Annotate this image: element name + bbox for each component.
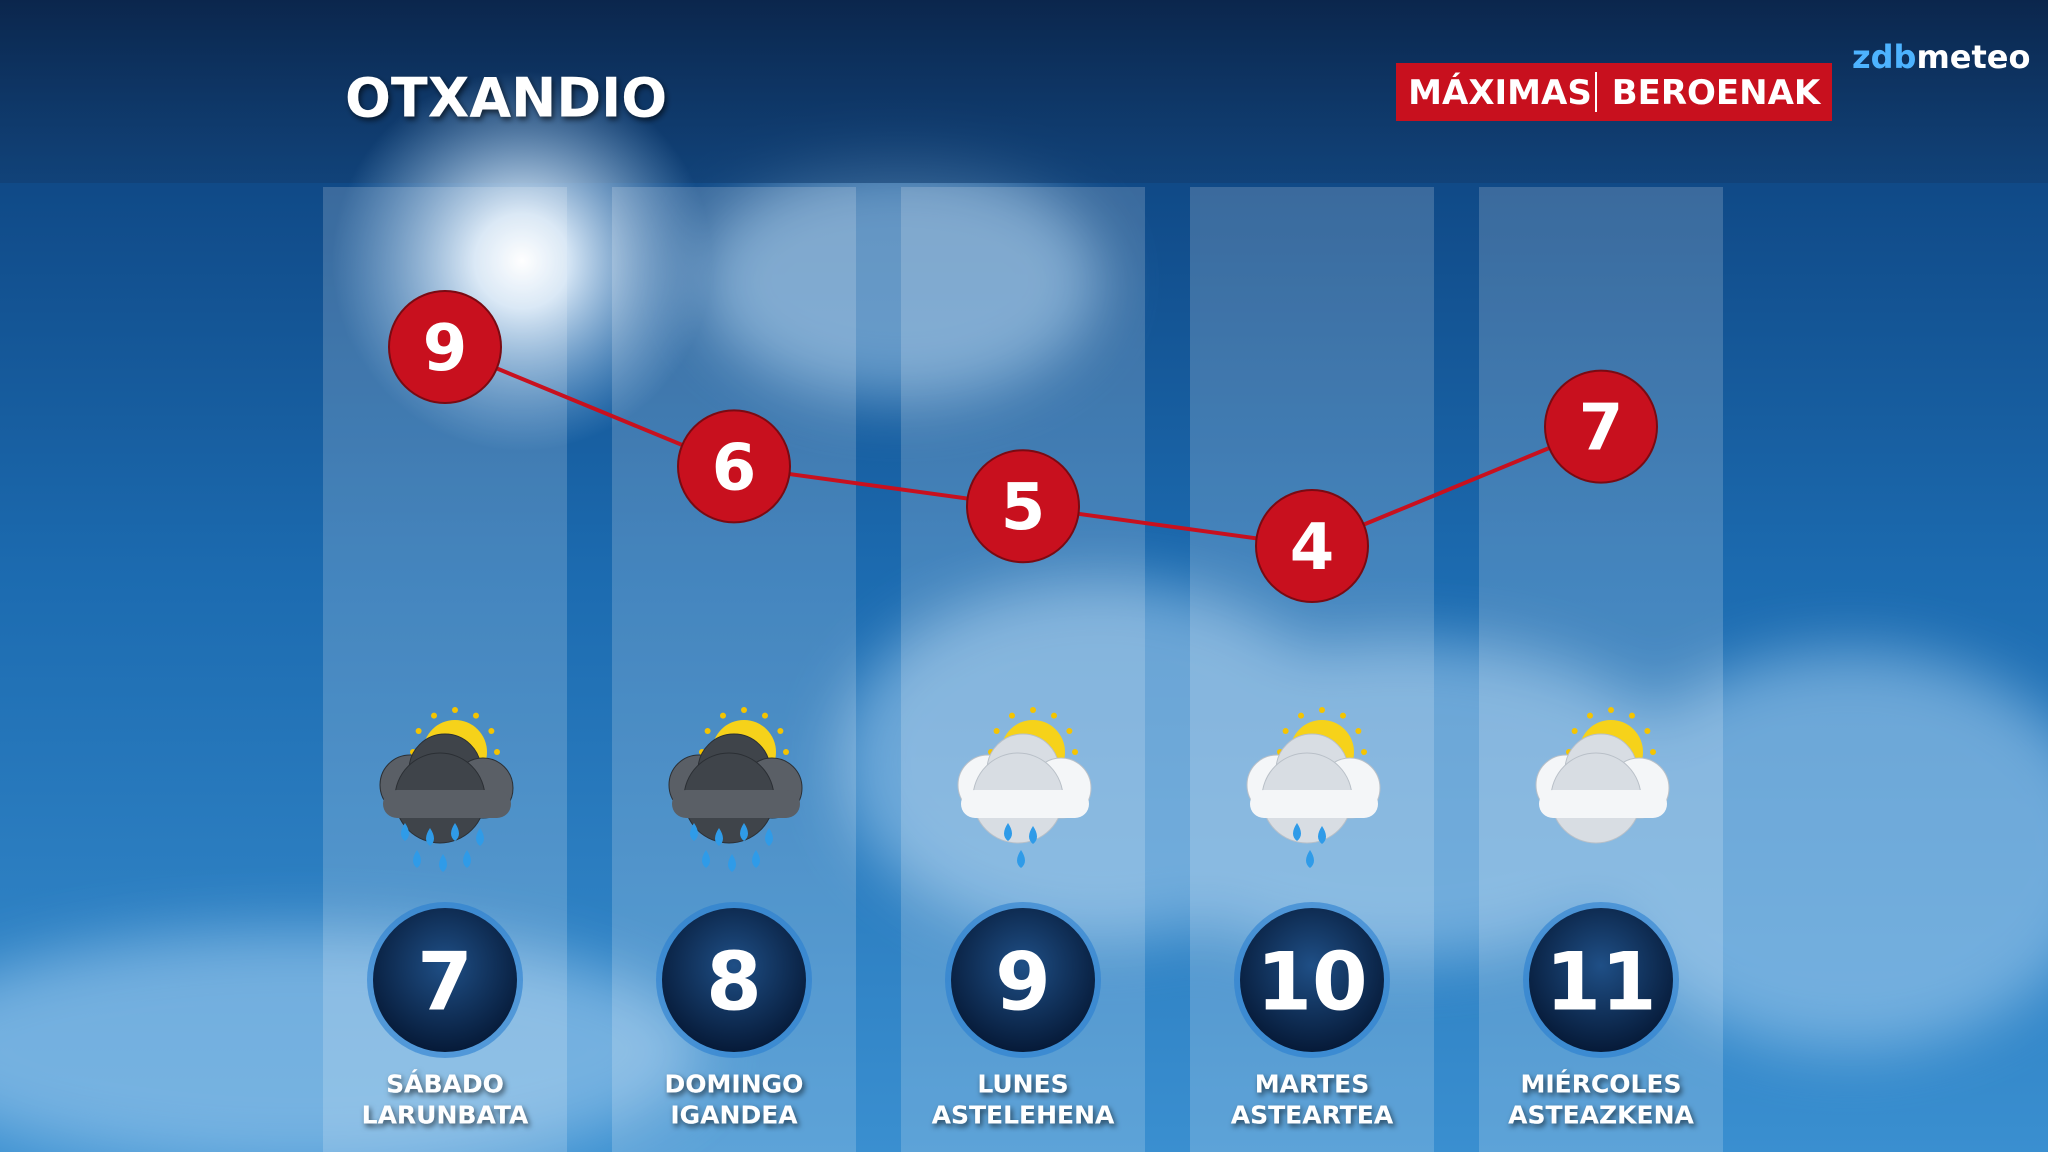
weather-icon (1246, 707, 1381, 868)
rain-drop (1306, 850, 1314, 868)
sun-ray (488, 728, 495, 734)
weather-icon (957, 707, 1092, 868)
rain-drop (1004, 823, 1012, 841)
sun-ray (452, 707, 458, 713)
day-label: MARTES (1255, 1070, 1370, 1099)
sun-ray (1319, 707, 1325, 713)
date-disc (373, 908, 517, 1052)
day-label-eu: ASTEAZKENA (1508, 1101, 1694, 1130)
badge-text: MÁXIMAS (1408, 72, 1592, 113)
sun-ray (783, 749, 789, 755)
date-label: 8 (706, 936, 762, 1029)
day-label: MIÉRCOLES (1520, 1070, 1681, 1099)
temperature-marker (1255, 489, 1369, 603)
date-disc (1529, 908, 1673, 1052)
sun-ray (720, 712, 726, 719)
temperature-marker (388, 290, 502, 404)
rain-drop (690, 823, 698, 841)
rain-drop (752, 850, 760, 868)
cloud-base (1539, 790, 1667, 818)
sun-ray (1629, 712, 1635, 719)
rain-drop (401, 823, 409, 841)
badge-text: BEROENAK (1612, 73, 1822, 113)
sun-ray (1608, 707, 1614, 713)
temperature-label: 5 (1001, 471, 1046, 545)
rain-drop (1318, 826, 1326, 844)
day-label-eu: ASTELEHENA (932, 1101, 1115, 1130)
sun-ray (777, 728, 784, 734)
sun-ray (1282, 728, 1289, 734)
day-label-eu: ASTEARTEA (1231, 1101, 1394, 1130)
rain-drop (1293, 823, 1301, 841)
rain-drop (439, 854, 447, 872)
sun-ray (1072, 749, 1078, 755)
date-disc (951, 908, 1095, 1052)
temperature-marker (966, 449, 1080, 564)
sun-ray (762, 712, 768, 719)
rain-drop (1017, 850, 1025, 868)
sun-ray (1361, 749, 1367, 755)
sun-ray (1298, 712, 1304, 719)
sun-ray (1355, 728, 1362, 734)
rain-drop (476, 828, 484, 846)
day-label: LUNES (977, 1070, 1068, 1099)
day-label-eu: IGANDEA (670, 1101, 798, 1130)
sun-ray (1340, 712, 1346, 719)
sun-ray (431, 712, 437, 719)
title: OTXANDIO (345, 67, 667, 130)
date-label: 9 (995, 936, 1051, 1029)
date-disc (662, 908, 806, 1052)
sun-ray (1066, 728, 1073, 734)
logo: zdbmeteo (1852, 38, 2030, 76)
date-label: 10 (1256, 936, 1367, 1029)
rain-drop (765, 828, 773, 846)
temperature-label: 7 (1579, 392, 1624, 466)
rain-drop (463, 850, 471, 868)
sun-ray (1030, 707, 1036, 713)
sun-ray (1644, 728, 1651, 734)
date-label: 11 (1545, 936, 1656, 1029)
rain-drop (451, 823, 459, 841)
cloud-base (961, 790, 1089, 818)
cloud-base (1250, 790, 1378, 818)
logo-part: meteo (1916, 38, 2030, 76)
temperature-label: 6 (712, 431, 757, 505)
day-label: DOMINGO (665, 1070, 804, 1099)
sun-ray (704, 728, 711, 734)
sun-ray (415, 728, 422, 734)
weather-icon (1535, 707, 1670, 844)
rain-drop (1029, 826, 1037, 844)
cloud-base (672, 790, 800, 818)
sun-ray (1571, 728, 1578, 734)
sun-ray (494, 749, 500, 755)
rain-drop (702, 850, 710, 868)
rain-drop (715, 828, 723, 846)
badge (1396, 63, 1832, 121)
temperature-label: 9 (423, 312, 468, 386)
sun-ray (741, 707, 747, 713)
sun-ray (473, 712, 479, 719)
sun-ray (1051, 712, 1057, 719)
rain-drop (426, 828, 434, 846)
rain-drop (413, 850, 421, 868)
sun-ray (1009, 712, 1015, 719)
clouds (0, 160, 2048, 1152)
temperature-marker (1544, 369, 1658, 484)
rain-drop (740, 823, 748, 841)
temperature-marker (677, 409, 791, 524)
weather-icon (379, 707, 514, 872)
sun-ray (993, 728, 1000, 734)
day-label-eu: LARUNBATA (362, 1101, 529, 1130)
logo-part: zdb (1852, 38, 1916, 76)
sun-ray (1587, 712, 1593, 719)
date-label: 7 (417, 936, 473, 1029)
rain-drop (728, 854, 736, 872)
temperature-label: 4 (1290, 511, 1335, 585)
date-disc (1240, 908, 1384, 1052)
cloud-base (383, 790, 511, 818)
sun-ray (1650, 749, 1656, 755)
day-label: SÁBADO (386, 1070, 504, 1099)
weather-icon (668, 707, 803, 872)
